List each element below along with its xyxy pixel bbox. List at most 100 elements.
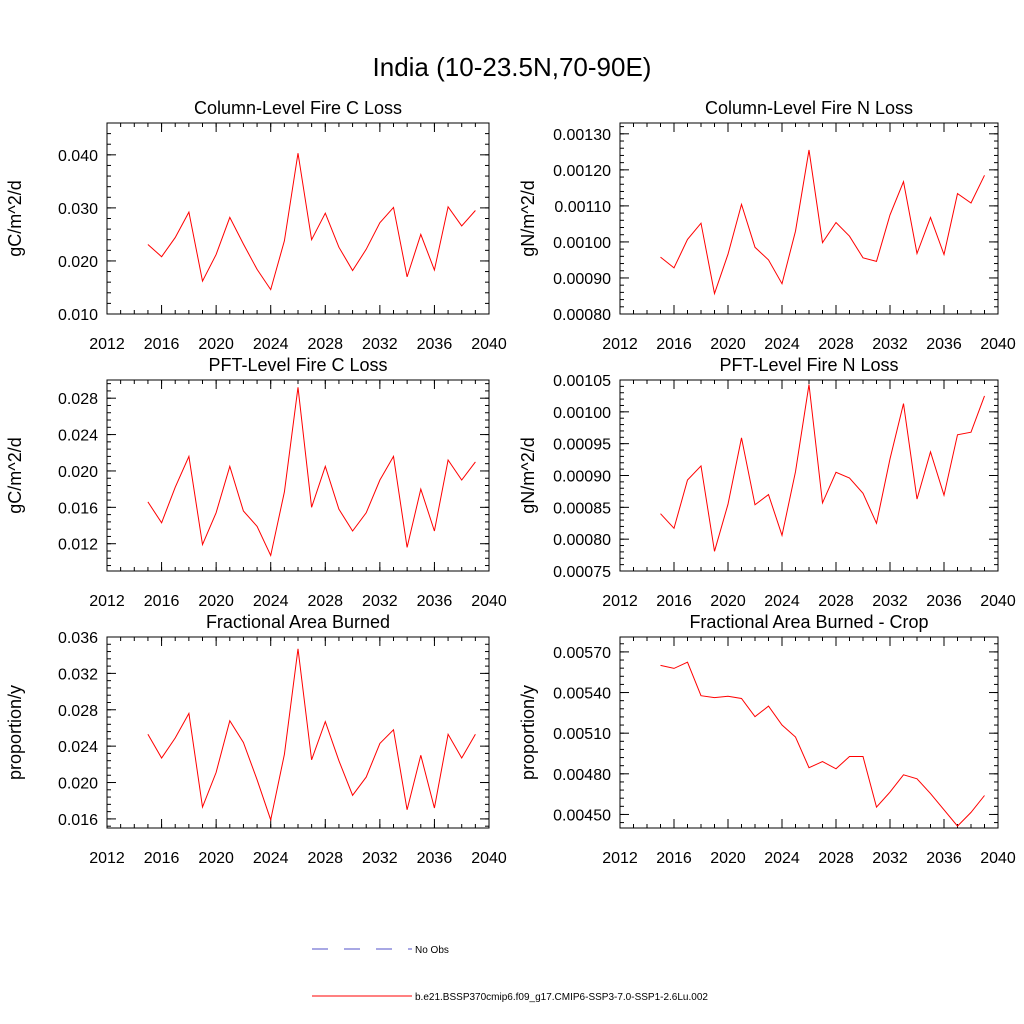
x-tick-label: 2024	[253, 850, 289, 867]
y-tick-label: 0.00080	[553, 532, 611, 549]
x-tick-label: 2016	[144, 850, 180, 867]
x-tick-label: 2020	[198, 850, 234, 867]
legend: No Obs b.e21.BSSP370cmip6.f09_g17.CMIP6-…	[312, 945, 708, 1003]
x-tick-label: 2016	[656, 336, 692, 353]
x-tick-label: 2012	[602, 850, 638, 867]
x-tick-label: 2012	[602, 593, 638, 610]
panel-6: Fractional Area Burned - Crop proportion/…	[518, 612, 1016, 867]
series-line	[660, 149, 985, 296]
y-tick-label: 0.016	[58, 812, 98, 829]
plot-frame	[619, 636, 999, 829]
x-tick-label: 2028	[307, 336, 343, 353]
y-axis-label: proportion/y	[518, 685, 538, 780]
series-line	[147, 153, 476, 291]
x-tick-label: 2028	[818, 593, 854, 610]
x-tick-label: 2028	[307, 850, 343, 867]
legend-model-label: b.e21.BSSP370cmip6.f09_g17.CMIP6-SSP3-7.…	[415, 992, 708, 1003]
y-tick-label: 0.00095	[553, 437, 611, 454]
y-tick-label: 0.00510	[553, 726, 611, 743]
x-tick-label: 2036	[417, 850, 453, 867]
y-tick-label: 0.036	[58, 630, 98, 647]
y-tick-label: 0.00080	[553, 307, 611, 324]
y-tick-label: 0.00100	[553, 405, 611, 422]
y-axis-label: gN/m^2/d	[518, 437, 538, 513]
x-tick-label: 2024	[764, 593, 800, 610]
y-tick-label: 0.00105	[553, 373, 611, 390]
x-tick-label: 2040	[471, 593, 507, 610]
x-tick-label: 2016	[656, 593, 692, 610]
y-axis-label: gC/m^2/d	[5, 180, 25, 256]
x-tick-label: 2028	[307, 593, 343, 610]
y-tick-label: 0.00090	[553, 271, 611, 288]
x-tick-label: 2024	[253, 593, 289, 610]
y-tick-label: 0.030	[58, 201, 98, 218]
y-tick-label: 0.040	[58, 148, 98, 165]
x-tick-label: 2036	[417, 593, 453, 610]
y-tick-label: 0.00085	[553, 500, 611, 517]
y-tick-label: 0.024	[58, 739, 98, 756]
plot-frame	[106, 122, 490, 315]
x-tick-label: 2040	[980, 850, 1016, 867]
x-tick-label: 2012	[89, 593, 125, 610]
y-tick-label: 0.024	[58, 428, 98, 445]
panel-4: PFT-Level Fire N Loss gN/m^2/d 2012 2016 202…	[518, 355, 1016, 610]
panel-2: Column-Level Fire N Loss gN/m^2/d 2012 2016…	[518, 98, 1016, 353]
legend-obs-label: No Obs	[415, 945, 449, 956]
x-tick-label: 2016	[144, 593, 180, 610]
panels: Column-Level Fire C Loss gC/m^2/d 2012 2016…	[5, 98, 1016, 867]
x-tick-label: 2012	[89, 850, 125, 867]
x-tick-label: 2024	[253, 336, 289, 353]
x-tick-label: 2020	[198, 336, 234, 353]
x-tick-label: 2032	[362, 850, 398, 867]
series-line	[660, 384, 985, 552]
x-tick-label: 2012	[89, 336, 125, 353]
x-tick-label: 2012	[602, 336, 638, 353]
x-tick-label: 2040	[471, 850, 507, 867]
y-tick-label: 0.00100	[553, 235, 611, 252]
panel-1: Column-Level Fire C Loss gC/m^2/d 2012 2016…	[5, 98, 507, 353]
x-tick-label: 2032	[362, 593, 398, 610]
panel-title: PFT-Level Fire N Loss	[719, 355, 898, 375]
panel-title: Column-Level Fire N Loss	[705, 98, 913, 118]
y-tick-label: 0.028	[58, 703, 98, 720]
y-tick-label: 0.00120	[553, 163, 611, 180]
x-tick-label: 2036	[926, 850, 962, 867]
panel-title: Fractional Area Burned	[206, 612, 390, 632]
panel-3: PFT-Level Fire C Loss gC/m^2/d 2012 2016 202…	[5, 355, 507, 610]
y-tick-label: 0.020	[58, 776, 98, 793]
series-line	[147, 387, 476, 558]
x-tick-label: 2020	[710, 850, 746, 867]
panel-title: PFT-Level Fire C Loss	[208, 355, 387, 375]
plot-frame	[106, 379, 490, 572]
y-axis-label: gC/m^2/d	[5, 437, 25, 513]
x-tick-label: 2040	[471, 336, 507, 353]
figure-title: India (10-23.5N,70-90E)	[373, 52, 652, 82]
y-tick-label: 0.020	[58, 464, 98, 481]
y-axis-label: gN/m^2/d	[518, 180, 538, 256]
y-tick-label: 0.00480	[553, 767, 611, 784]
x-tick-label: 2020	[198, 593, 234, 610]
series-line	[147, 648, 476, 822]
x-tick-label: 2028	[818, 850, 854, 867]
plot-frame	[619, 379, 999, 572]
y-tick-label: 0.00540	[553, 686, 611, 703]
panel-title: Column-Level Fire C Loss	[194, 98, 402, 118]
x-tick-label: 2032	[872, 593, 908, 610]
x-tick-label: 2032	[872, 850, 908, 867]
x-tick-label: 2028	[818, 336, 854, 353]
y-tick-label: 0.020	[58, 254, 98, 271]
x-tick-label: 2024	[764, 850, 800, 867]
x-tick-label: 2040	[980, 336, 1016, 353]
y-tick-label: 0.00090	[553, 469, 611, 486]
y-tick-label: 0.00130	[553, 127, 611, 144]
x-tick-label: 2016	[144, 336, 180, 353]
y-tick-label: 0.012	[58, 537, 98, 554]
y-tick-label: 0.00075	[553, 564, 611, 581]
panel-5: Fractional Area Burned proportion/y 2012 20…	[5, 612, 507, 867]
y-tick-label: 0.010	[58, 307, 98, 324]
x-tick-label: 2032	[872, 336, 908, 353]
x-tick-label: 2020	[710, 336, 746, 353]
x-tick-label: 2040	[980, 593, 1016, 610]
x-tick-label: 2020	[710, 593, 746, 610]
x-tick-label: 2036	[926, 593, 962, 610]
